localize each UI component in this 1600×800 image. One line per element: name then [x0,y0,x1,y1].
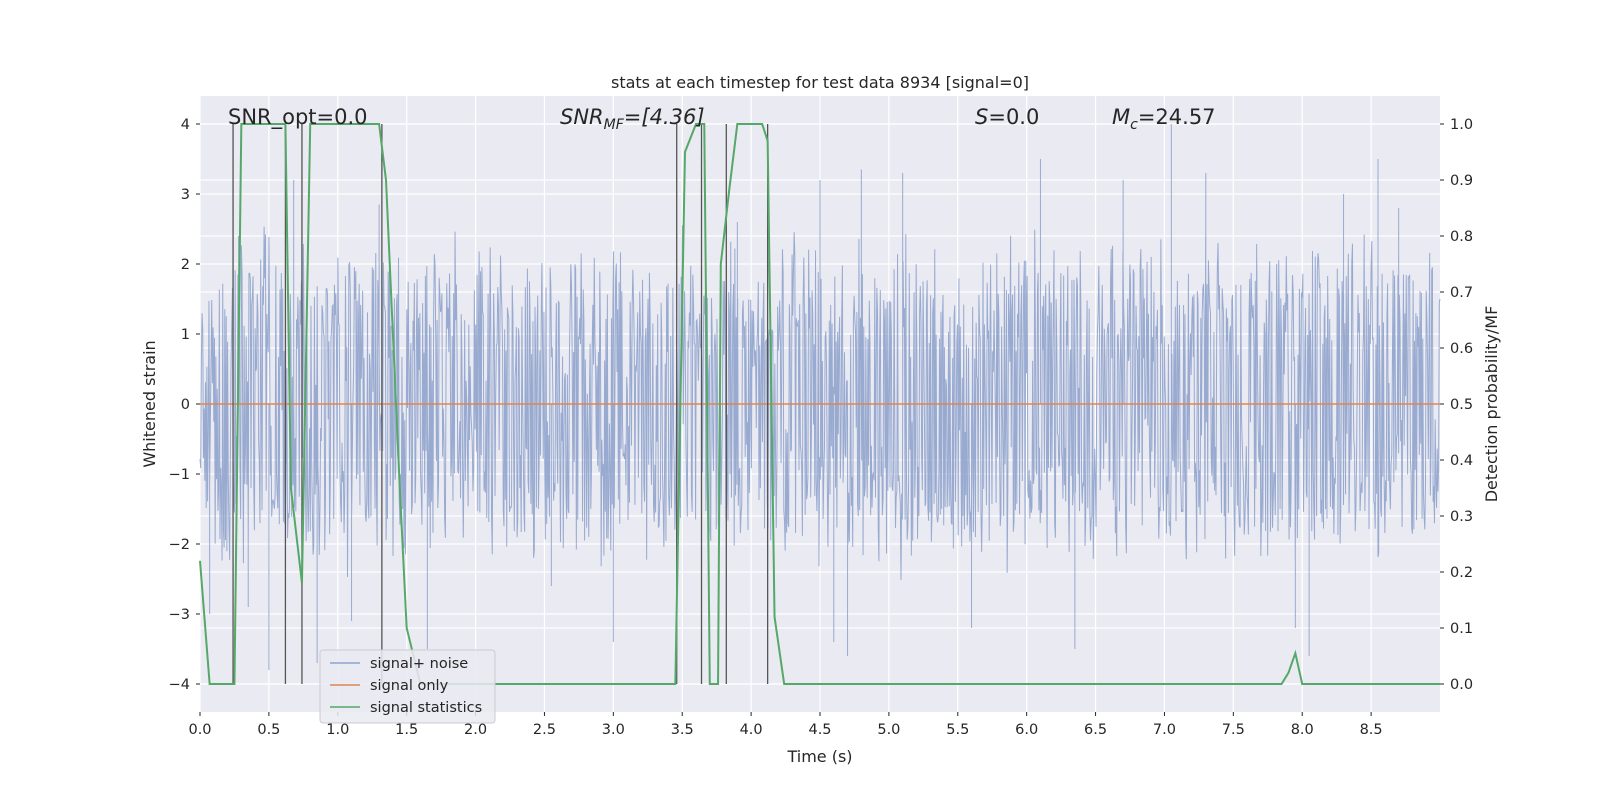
legend: signal+ noise signal only signal statist… [319,649,496,724]
x-tick-label: 1.0 [326,722,349,738]
x-tick-label: 3.5 [671,722,694,738]
y-left-tick-label: 3 [181,187,190,203]
x-tick-label: 7.0 [1153,722,1176,738]
y-left-tick-label: −3 [169,607,190,623]
annotation-s-base: S [975,105,988,129]
signal-plus-noise-line [199,124,1441,670]
annotation-s-value: =0.0 [988,105,1039,129]
y-left-tick-label: 2 [181,257,190,273]
x-tick-label: 0.0 [188,722,211,738]
y-left-tick-label: −4 [169,677,190,693]
x-tick-label: 2.5 [533,722,556,738]
x-axis-label: Time (s) [786,747,852,766]
y-right-tick-label: 0.6 [1450,341,1473,357]
annotation-mc-sub: c [1130,117,1138,133]
x-tick-label: 2.0 [464,722,487,738]
y-right-axis-label: Detection probability/MF [1482,306,1501,503]
y-right-tick-label: 0.9 [1450,173,1473,189]
x-tick-label: 4.5 [808,722,831,738]
annotation-snr-mf-value: =[4.36] [624,105,705,129]
x-tick-label: 0.5 [257,722,280,738]
y-left-axis-label: Whitened strain [140,340,159,467]
x-tick-label: 3.0 [602,722,625,738]
y-right-tick-label: 0.3 [1450,509,1473,525]
y-left-tick-label: 4 [181,117,190,133]
y-right-tick-label: 0.4 [1450,453,1473,469]
annotation-snr-mf-sub: MF [604,117,625,133]
x-tick-label: 7.5 [1222,722,1245,738]
y-right-tick-label: 0.7 [1450,285,1473,301]
x-tick-label: 5.0 [877,722,900,738]
y-left-tick-label: −2 [169,537,190,553]
x-tick-label: 8.5 [1360,722,1383,738]
series-signal-statistics [199,123,1440,685]
x-tick-label: 6.0 [1015,722,1038,738]
x-tick-label: 6.5 [1084,722,1107,738]
annotation-snr-mf: SNRMF=[4.36] [560,105,705,133]
legend-label-signal-plus-noise: signal+ noise [370,656,468,672]
legend-label-signal-only: signal only [370,678,449,694]
legend-label-signal-statistics: signal statistics [370,700,482,716]
y-left-tick-label: 1 [181,327,190,343]
y-right-axis-ticks: 1.0 0.9 0.8 0.7 0.6 0.5 0.4 0.3 0.2 0.1 0.0 [1440,117,1473,693]
x-tick-label: 8.0 [1291,722,1314,738]
annotation-s: S=0.0 [975,105,1039,129]
series-signal-plus-noise [199,124,1441,670]
x-axis-ticks: 0.0 0.5 1.0 1.5 2.0 2.5 3.0 3.5 4.0 4.5 5.0 5.5 6.0 6… [188,712,1383,738]
y-right-tick-label: 0.0 [1450,677,1473,693]
x-tick-label: 4.0 [740,722,763,738]
x-tick-label: 5.5 [946,722,969,738]
y-right-tick-label: 0.8 [1450,229,1473,245]
plot-area [199,96,1441,712]
annotation-snr-opt: SNR_opt=0.0 [228,105,368,130]
x-tick-label: 1.5 [395,722,418,738]
annotation-snr-mf-base: SNR [560,105,604,129]
chart-title: stats at each timestep for test data 893… [611,73,1029,92]
y-right-tick-label: 0.1 [1450,621,1473,637]
y-right-tick-label: 0.5 [1450,397,1473,413]
annotation-mc-value: =24.57 [1138,105,1216,129]
y-left-tick-label: 0 [181,397,190,413]
y-right-tick-label: 0.2 [1450,565,1473,581]
signal-statistics-line [199,123,1440,685]
annotation-mc-base: M [1112,105,1130,129]
legend-box [319,649,496,724]
y-left-tick-label: −1 [169,467,190,483]
y-left-axis-ticks: 4 3 2 1 0 −1 −2 −3 −4 [169,117,200,693]
annotations: SNR_opt=0.0 SNRMF=[4.36] S=0.0 Mc=24.57 [228,105,1216,133]
y-right-tick-label: 1.0 [1450,117,1473,133]
annotation-mc: Mc=24.57 [1112,105,1216,133]
